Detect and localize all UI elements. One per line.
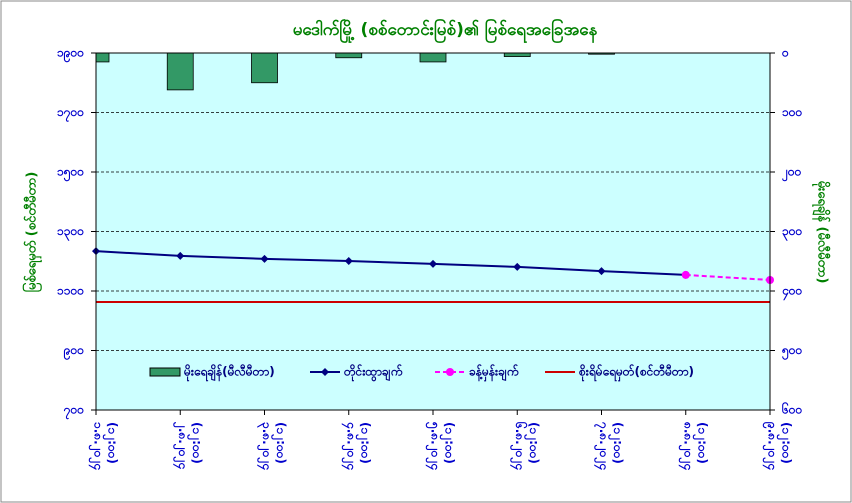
x-tick-label: ၁.၈.၂၀၂၄	[88, 422, 106, 470]
bar	[251, 53, 278, 84]
x-tick-label: (၁၂:၀၀)	[102, 422, 120, 464]
x-tick-label: ၂.၈.၂၀၂၄	[172, 421, 190, 469]
x-tick-label: (၁၂:၀၀)	[270, 422, 288, 464]
y2-tick-label: ၃၀၀	[782, 224, 803, 242]
x-tick-label: ၉.၈.၂၀၂၄	[762, 421, 780, 470]
x-tick-label: (၁၂:၀၀)	[776, 422, 794, 464]
y2-axis-label: မိုးရေချိန် (မီလီမီတာ)	[812, 181, 832, 284]
legend-label: စိုးရိမ်ရေမှတ်(စင်တီမီတာ)	[578, 363, 694, 383]
legend-label: မိုးရေချိန်(မီလီမီတာ)	[183, 363, 275, 383]
y-axis-label: မြစ်ရေမှတ် (စင်တီမီတာ)	[22, 172, 43, 293]
marker	[344, 256, 353, 265]
y-tick-label: ၁၁၀၀	[57, 284, 84, 298]
x-tick-label: (၁၂:၀၀)	[523, 422, 541, 464]
y-tick-label: ၁၅၀၀	[57, 165, 84, 183]
x-tick-label: ၅.၈.၂၀၂၄	[425, 421, 443, 470]
bar	[419, 53, 447, 63]
marker	[176, 251, 185, 260]
chart-title: မဒေါက်မြို့ (စစ်တောင်းမြစ်)၏ မြစ်ရေအခြေအ…	[293, 17, 598, 44]
y2-tick-label: ၆၀၀	[781, 401, 803, 417]
bar	[166, 53, 194, 91]
x-tick-label: (၁၂:၀၀)	[607, 422, 625, 464]
x-tick-label: (၁၂:၀၀)	[439, 422, 457, 464]
y-tick-label: ၇၀၀	[63, 403, 85, 421]
line	[685, 273, 771, 281]
bar	[96, 53, 110, 63]
marker	[681, 270, 690, 279]
y-tick-label: ၁၃၀၀	[57, 224, 84, 242]
legend-marker	[321, 368, 329, 376]
x-tick-label: (၁၂:၀၀)	[691, 422, 709, 464]
x-tick-label: ၇.၈.၂၀၂၄	[593, 421, 611, 470]
x-tick-label: ၆.၈.၂၀၂၄	[509, 421, 529, 470]
legend-label: ခန့်မှန်းချက်	[469, 363, 519, 383]
line	[95, 250, 686, 276]
x-tick-label: (၁၂:၀၀)	[354, 422, 372, 464]
x-tick-label: (၁၂:၀၀)	[186, 422, 204, 464]
y2-tick-label: ၄၀၀	[781, 284, 803, 302]
plot-clip	[96, 53, 615, 91]
y-tick-label: ၁၇၀၀	[57, 105, 84, 123]
legend-marker	[446, 368, 454, 376]
bar	[335, 53, 363, 59]
marker	[429, 259, 437, 268]
y2-tick-label: ၁၀၀	[782, 105, 803, 119]
marker	[597, 267, 606, 276]
plot-border	[95, 52, 771, 411]
marker	[260, 254, 269, 263]
x-tick-label: ၈.၈.၂၀၂၄	[677, 421, 695, 470]
legend-swatch	[149, 367, 181, 377]
y2-tick-label: ၀	[781, 46, 789, 60]
y-tick-label: ၁၉၀၀	[57, 46, 84, 64]
x-tick-label: ၄.၈.၂၀၂၄	[340, 421, 358, 470]
x-tick-label: ၃.၈.၂၀၂၄	[256, 422, 274, 470]
marker	[513, 262, 522, 271]
bar	[588, 53, 615, 55]
y2-tick-label: ၂၀၀	[781, 165, 802, 183]
bar	[503, 53, 531, 57]
y2-tick-label: ၅၀၀	[781, 343, 803, 361]
y-tick-label: ၉၀၀	[63, 343, 85, 361]
legend-label: တိုင်းထွာချက်	[343, 363, 403, 383]
